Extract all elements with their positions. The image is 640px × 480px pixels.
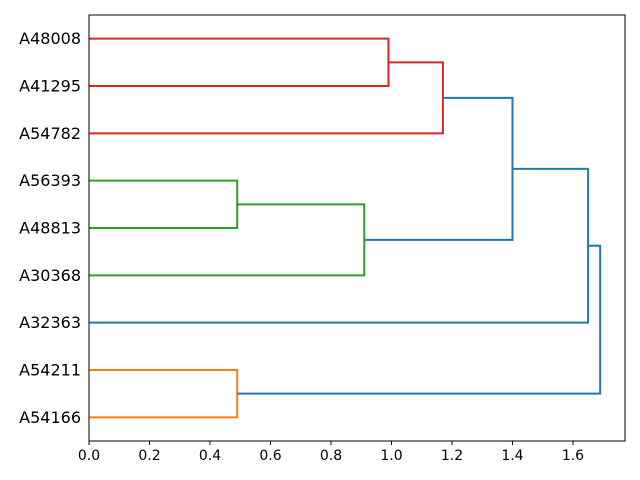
x-tick-label: 0.4 — [199, 448, 221, 464]
leaf-label-A41295: A41295 — [19, 77, 81, 96]
x-tick-label: 0.8 — [320, 448, 342, 464]
x-tick-label: 1.4 — [501, 448, 523, 464]
leaf-label-A54211: A54211 — [19, 361, 81, 380]
leaf-label-A56393: A56393 — [19, 171, 81, 190]
dendrogram-link-m2 — [89, 61, 444, 135]
x-tick-label: 0.2 — [138, 448, 160, 464]
dendrogram-link-m1 — [89, 37, 390, 87]
leaf-label-A30368: A30368 — [19, 266, 81, 285]
leaf-label-A48008: A48008 — [19, 29, 81, 48]
dendrogram-link-m6 — [364, 96, 514, 241]
axes-box — [88, 14, 626, 442]
x-tick-label: 0.6 — [259, 448, 281, 464]
leaf-label-A48813: A48813 — [19, 219, 81, 238]
dendrogram-link-m8 — [237, 244, 602, 395]
leaf-label-A54782: A54782 — [19, 124, 81, 143]
x-tick-label: 1.0 — [380, 448, 402, 464]
dendrogram-link-m7 — [89, 167, 590, 324]
x-tick-label: 1.2 — [441, 448, 463, 464]
leaf-label-A32363: A32363 — [19, 313, 81, 332]
leaf-label-A54166: A54166 — [19, 408, 81, 427]
x-tick-label: 1.6 — [562, 448, 584, 464]
x-tick-label: 0.0 — [78, 448, 100, 464]
